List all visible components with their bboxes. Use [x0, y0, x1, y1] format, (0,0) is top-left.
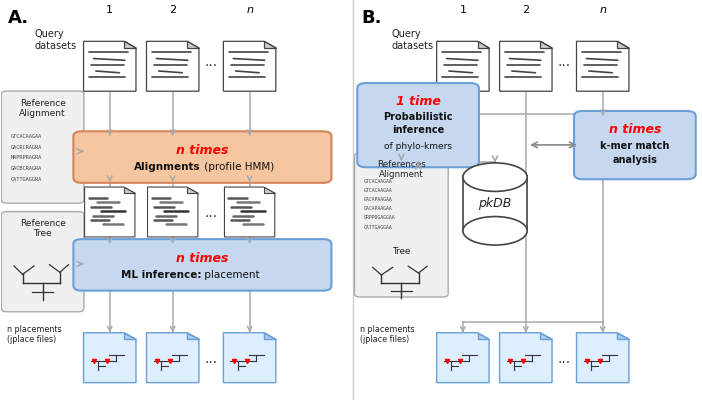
Text: CATTGAGGRA: CATTGAGGRA: [11, 176, 41, 182]
Text: analysis: analysis: [612, 155, 657, 164]
Polygon shape: [576, 42, 629, 92]
Text: A.: A.: [8, 9, 29, 27]
Text: 2: 2: [169, 5, 176, 15]
Polygon shape: [223, 42, 276, 92]
Text: n times: n times: [176, 144, 229, 157]
Polygon shape: [223, 333, 276, 383]
Text: Alignments: Alignments: [134, 162, 201, 172]
Text: GTCACAAGAA: GTCACAAGAA: [364, 187, 392, 192]
Text: n placements
(jplace files): n placements (jplace files): [7, 324, 62, 343]
Text: MAPRPRAGRA: MAPRPRAGRA: [11, 155, 41, 160]
Polygon shape: [124, 42, 136, 49]
FancyBboxPatch shape: [1, 212, 84, 312]
Text: GTCACAAGAA: GTCACAAGAA: [11, 134, 41, 139]
Text: ML inference:: ML inference:: [121, 269, 201, 279]
Polygon shape: [541, 333, 552, 340]
Text: placement: placement: [201, 269, 260, 279]
Text: n: n: [246, 5, 253, 15]
Text: GACAPAAGAA: GACAPAAGAA: [364, 196, 392, 202]
Polygon shape: [225, 188, 274, 237]
Polygon shape: [477, 42, 489, 49]
Polygon shape: [437, 42, 489, 92]
FancyBboxPatch shape: [355, 154, 448, 297]
Bar: [463, 177, 527, 231]
Polygon shape: [437, 333, 489, 383]
Text: 2: 2: [522, 5, 529, 15]
FancyBboxPatch shape: [74, 132, 331, 183]
Text: GTCACAAGAA: GTCACAAGAA: [364, 178, 392, 183]
Text: GACAPAAGAA: GACAPAAGAA: [364, 206, 392, 211]
Polygon shape: [617, 42, 629, 49]
Polygon shape: [187, 188, 198, 194]
FancyBboxPatch shape: [74, 239, 331, 291]
Text: GACBCRAGRA: GACBCRAGRA: [11, 166, 41, 171]
Text: ...: ...: [557, 55, 571, 69]
Text: n: n: [600, 5, 607, 15]
Polygon shape: [124, 333, 136, 340]
Ellipse shape: [463, 164, 527, 192]
Text: (profile HMM): (profile HMM): [201, 162, 274, 172]
Text: n placements
(jplace files): n placements (jplace files): [360, 324, 415, 343]
Text: Query
datasets: Query datasets: [35, 29, 77, 51]
Polygon shape: [617, 333, 629, 340]
Polygon shape: [187, 333, 199, 340]
Text: Reference
Tree: Reference Tree: [20, 218, 65, 237]
Text: ...: ...: [557, 351, 571, 365]
Polygon shape: [84, 42, 136, 92]
Polygon shape: [84, 333, 136, 383]
Text: n times: n times: [176, 251, 229, 265]
Text: CATTGAGGAA: CATTGAGGAA: [364, 224, 392, 229]
Text: Tree: Tree: [392, 246, 411, 255]
Text: ...: ...: [204, 351, 218, 365]
Polygon shape: [477, 333, 489, 340]
Polygon shape: [264, 333, 276, 340]
Text: ...: ...: [204, 205, 218, 219]
Text: References
Alignment: References Alignment: [377, 160, 425, 179]
Text: B.: B.: [362, 9, 382, 27]
Text: inference: inference: [392, 125, 444, 134]
FancyBboxPatch shape: [357, 84, 479, 168]
FancyBboxPatch shape: [574, 112, 696, 180]
Polygon shape: [500, 333, 552, 383]
Text: pkDB: pkDB: [478, 197, 512, 210]
Text: GRPPDGAGGAA: GRPPDGAGGAA: [364, 215, 395, 220]
FancyBboxPatch shape: [1, 92, 84, 204]
Polygon shape: [147, 188, 198, 237]
Polygon shape: [264, 42, 276, 49]
Text: Reference
Alignment: Reference Alignment: [20, 99, 66, 118]
Polygon shape: [85, 188, 135, 237]
Polygon shape: [187, 42, 199, 49]
Polygon shape: [264, 188, 274, 194]
Text: Query
datasets: Query datasets: [392, 29, 434, 51]
Text: GACRCRAGRA: GACRCRAGRA: [11, 144, 41, 149]
Text: 1: 1: [459, 5, 466, 15]
Text: k-mer match: k-mer match: [600, 141, 670, 151]
Polygon shape: [147, 42, 199, 92]
Text: n times: n times: [609, 123, 661, 136]
Polygon shape: [576, 333, 629, 383]
Text: Probabilistic: Probabilistic: [383, 111, 453, 121]
Text: 1 time: 1 time: [396, 94, 441, 107]
Polygon shape: [147, 333, 199, 383]
Text: ...: ...: [204, 55, 218, 69]
Polygon shape: [124, 188, 135, 194]
Polygon shape: [541, 42, 552, 49]
Ellipse shape: [463, 217, 527, 245]
Text: of phylo-kmers: of phylo-kmers: [384, 141, 452, 150]
Text: 1: 1: [106, 5, 113, 15]
Polygon shape: [500, 42, 552, 92]
